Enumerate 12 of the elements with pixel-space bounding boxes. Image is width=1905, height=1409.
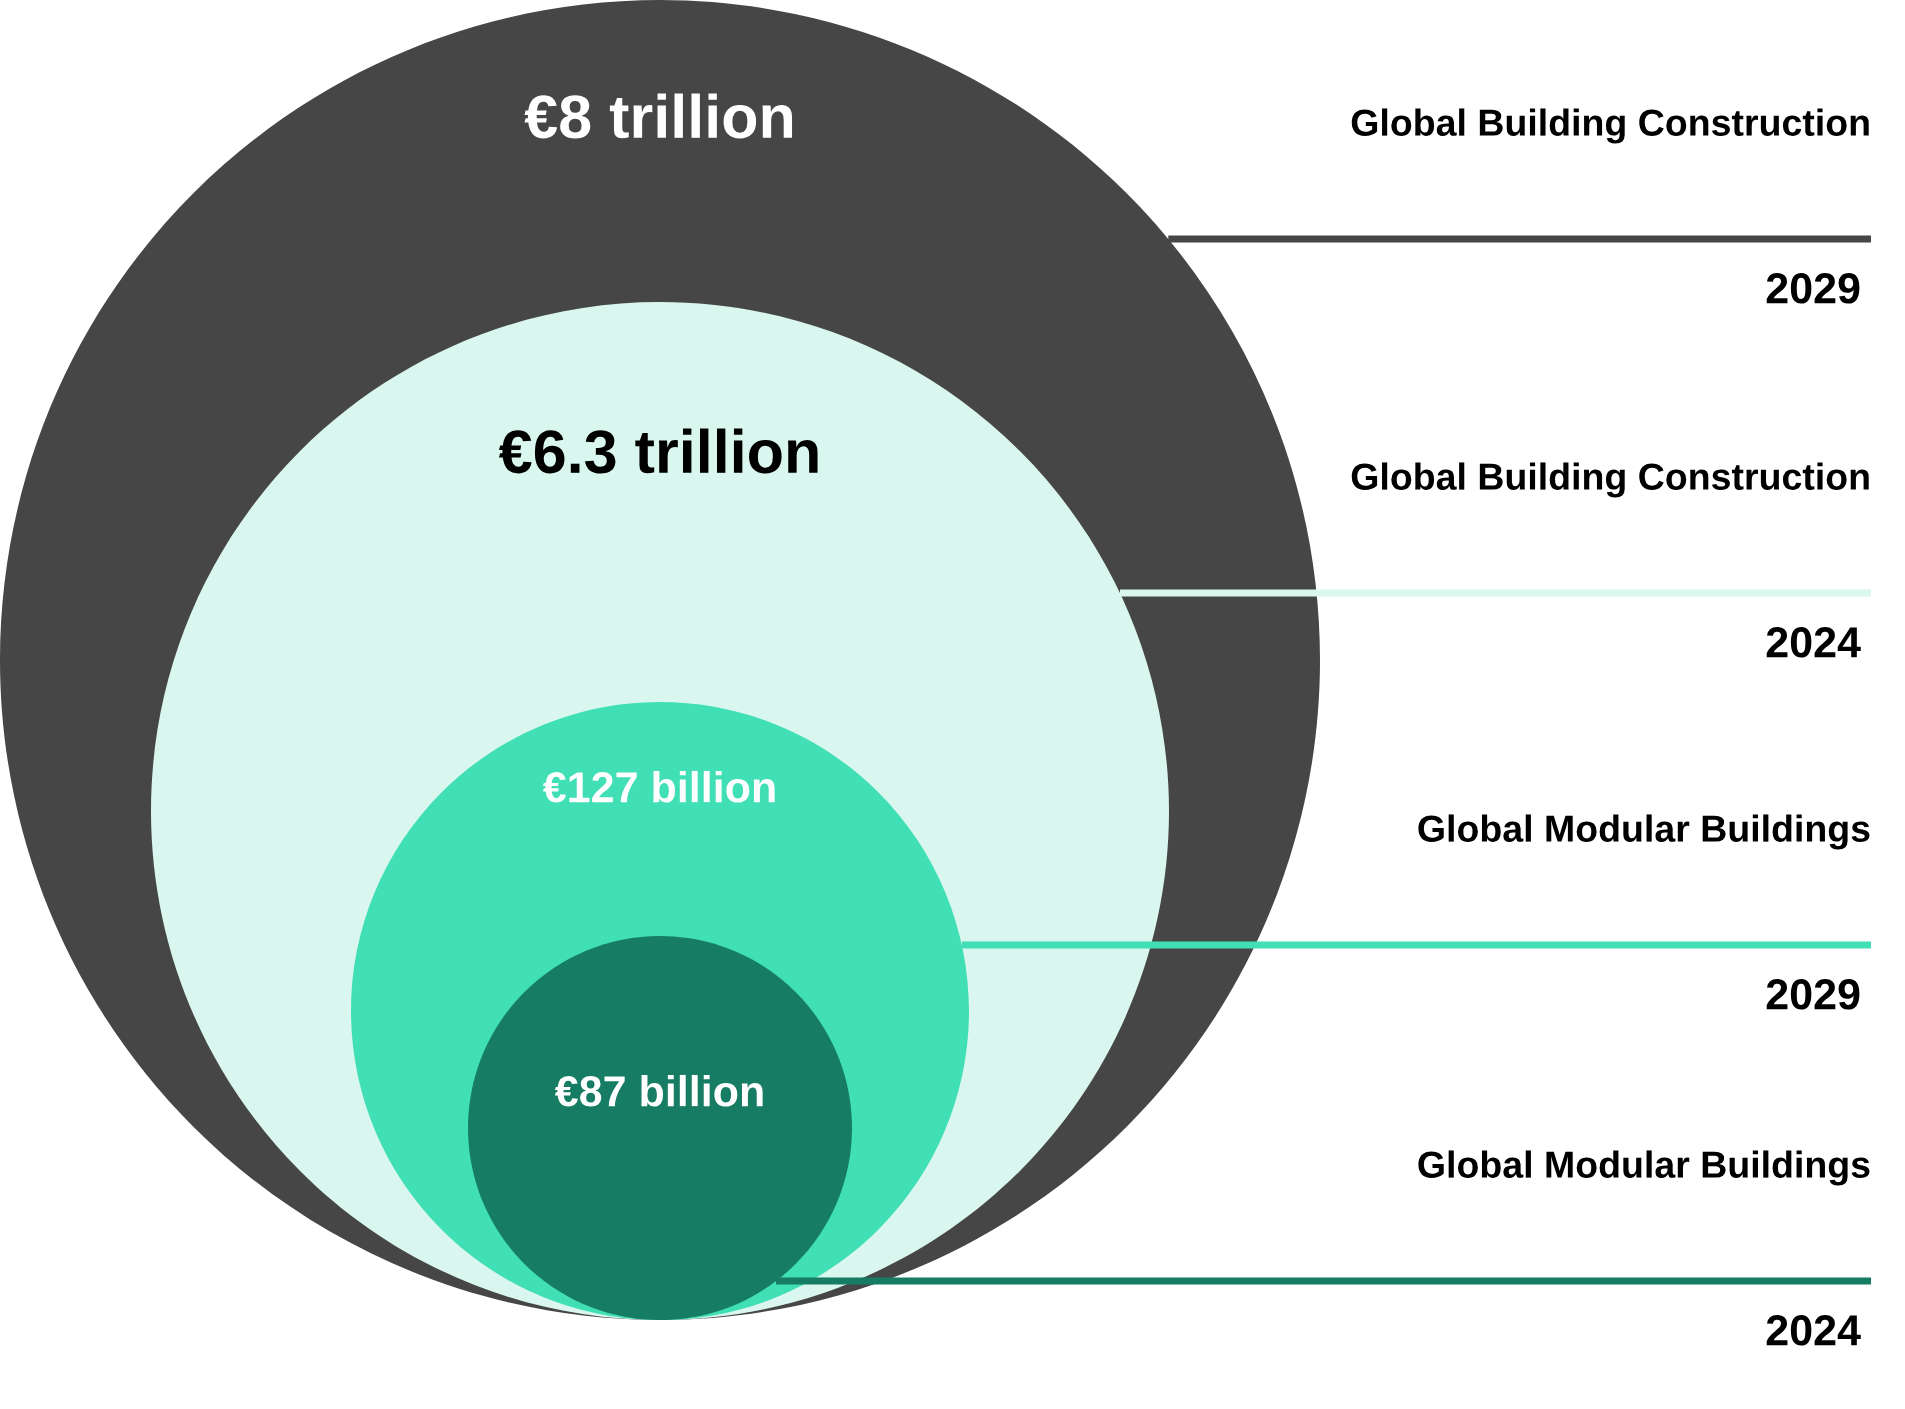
category-label: 2029 xyxy=(1766,273,1860,304)
category-label: 2024 xyxy=(1766,627,1861,658)
text: Global Modular Buildings xyxy=(1418,814,1870,850)
category-label: 2029 xyxy=(1766,979,1860,1010)
category-label: 2024 xyxy=(1766,1315,1861,1346)
data-label: €87 billion xyxy=(554,1074,763,1107)
data-label: €8 trillion xyxy=(524,93,793,139)
text: Global Building Construction xyxy=(1351,462,1869,498)
text: Global Modular Buildings xyxy=(1418,1150,1870,1186)
data-label: €6.3 trillion xyxy=(499,428,818,474)
data-label: €127 billion xyxy=(542,770,775,803)
text: Global Building Construction xyxy=(1351,108,1869,144)
